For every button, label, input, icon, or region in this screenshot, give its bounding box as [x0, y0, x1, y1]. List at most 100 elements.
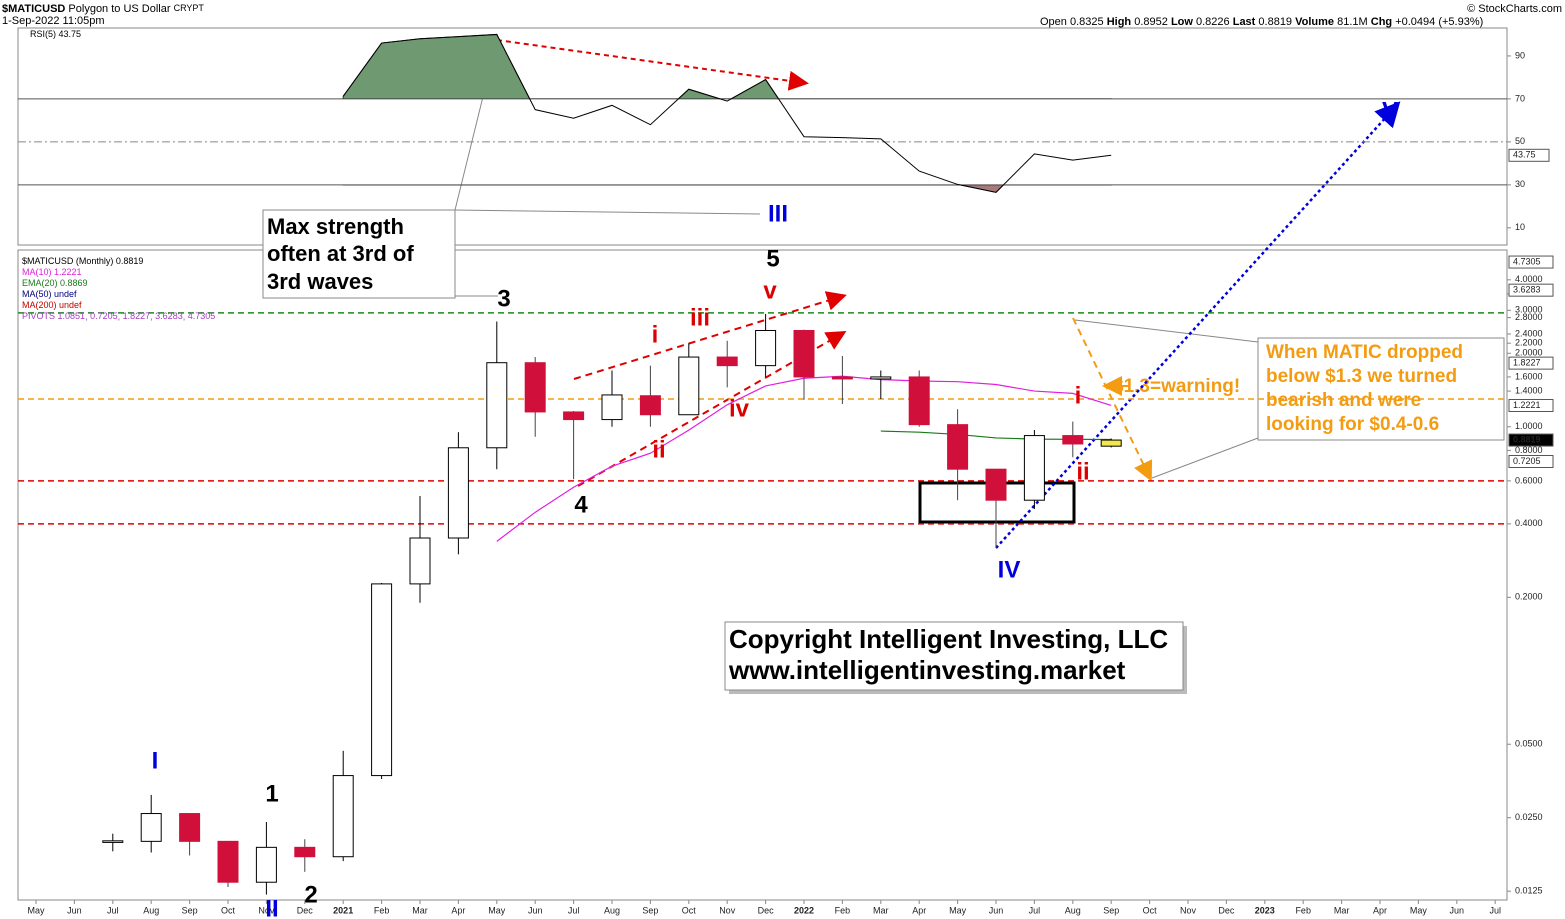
wave-label: i [1075, 382, 1082, 409]
note-line: looking for $0.4-0.6 [1266, 414, 1439, 435]
y-tick-label: 4.0000 [1515, 274, 1543, 284]
candle-body [447, 447, 469, 539]
legend-value: undef [59, 300, 82, 310]
x-tick-label: Feb [835, 905, 851, 915]
value-tag [1508, 283, 1554, 297]
x-tick-label: Apr [1373, 905, 1387, 915]
candle-body [102, 840, 124, 843]
candle-body [563, 411, 585, 421]
x-tick-label: Aug [604, 905, 620, 915]
x-tick-label: Mar [1334, 905, 1350, 915]
candle-body [524, 362, 546, 413]
y-tick-label: 30 [1515, 179, 1525, 189]
x-tick-label: Aug [1065, 905, 1081, 915]
label: Volume [1295, 16, 1334, 28]
y-tick-label: 0.6000 [1515, 475, 1543, 485]
y-tick-label: 1.6000 [1515, 371, 1543, 381]
x-tick-label: May [488, 905, 506, 915]
label: Low [1171, 16, 1193, 28]
x-tick-label: Oct [1143, 905, 1158, 915]
wave-label: 5 [766, 245, 779, 272]
candle-body [486, 362, 508, 449]
x-tick-label: Jul [1029, 905, 1041, 915]
value-tag-label: 1.8227 [1513, 357, 1541, 367]
value: 0.8819 [1258, 16, 1292, 28]
legend-value: 1.8227 [123, 311, 151, 321]
note-line: When MATIC dropped [1266, 342, 1463, 363]
value-tag [1508, 433, 1554, 447]
legend-value: 0.8819 [116, 256, 144, 266]
x-tick-label: Sep [1103, 905, 1119, 915]
rsi-panel [17, 27, 1508, 246]
candle-body [179, 813, 201, 842]
wave-label: 3 [497, 285, 510, 312]
note-line: 3rd waves [267, 269, 373, 294]
value: 0.8325 [1070, 16, 1104, 28]
ohlc-header: Open 0.8325 High 0.8952 Low 0.8226 Last … [1040, 16, 1483, 28]
copyright-box [724, 621, 1184, 691]
trend-arrow [573, 291, 847, 380]
rsi-line [342, 33, 1112, 193]
value-tag-label: 4.7305 [1513, 256, 1541, 266]
y-tick-label: 70 [1515, 93, 1525, 103]
legend-value: 3.6283 [155, 311, 183, 321]
candle-body [755, 329, 777, 367]
value-tag-label: 1.2221 [1513, 400, 1541, 410]
exchange: CRYPT [174, 3, 205, 13]
wave-label: iv [729, 395, 750, 422]
x-tick-label: Sep [642, 905, 658, 915]
legend-name: (Monthly) [76, 256, 114, 266]
value: 81.1M [1337, 16, 1368, 28]
warning: $1.3=warning! [1113, 376, 1240, 397]
price-panel [17, 249, 1508, 901]
wave-label: i [652, 321, 659, 348]
legend-name: $MATICUSD [22, 256, 74, 266]
x-tick-label: May [949, 905, 967, 915]
legend-value: 1.2221 [54, 267, 82, 277]
callout-line [1074, 319, 1259, 343]
candle-body [140, 813, 162, 842]
legend-name: MA(50) [22, 289, 52, 299]
legend-value: undef [54, 289, 77, 299]
legend-value: 0.8869 [60, 278, 88, 288]
legend-name: RSI(5) [30, 29, 56, 39]
x-tick-label: Nov [719, 905, 736, 915]
value-tag [1508, 148, 1550, 162]
wave-label: V [1382, 97, 1398, 124]
symbol-name: Polygon to US Dollar [68, 3, 170, 15]
wave-label: 1 [265, 780, 278, 807]
x-tick-label: Jul [107, 905, 119, 915]
candle-body [985, 468, 1007, 501]
projection-arrow [995, 101, 1401, 549]
label: Last [1233, 16, 1256, 28]
candle-body [947, 424, 969, 470]
callout-line [454, 209, 761, 215]
x-tick-label: Jun [528, 905, 543, 915]
y-tick-label: 10 [1515, 222, 1525, 232]
x-tick-label: Jun [989, 905, 1004, 915]
x-tick-label: Mar [412, 905, 428, 915]
legend-entry: $MATICUSD (Monthly) 0.8819 [22, 256, 143, 266]
candle-body [870, 376, 892, 380]
callout-line [1151, 437, 1259, 479]
value: 0.8226 [1196, 16, 1230, 28]
x-tick-label: Jun [1450, 905, 1465, 915]
credit: © StockCharts.com [1467, 3, 1562, 15]
x-tick-label: Feb [374, 905, 390, 915]
wave-label: 4 [574, 491, 588, 518]
divergence-arrow [496, 39, 809, 91]
y-tick-label: 0.0250 [1515, 812, 1543, 822]
value: 0.8952 [1134, 16, 1168, 28]
candle-body [831, 376, 853, 380]
x-tick-label: Dec [297, 905, 314, 915]
y-tick-label: 0.2000 [1515, 592, 1543, 602]
legend-entry: MA(50) undef [22, 289, 77, 299]
wave-label: iii [690, 304, 710, 331]
wave-label: II [265, 895, 278, 919]
y-tick-label: 2.4000 [1515, 328, 1543, 338]
legend-name: MA(200) [22, 300, 57, 310]
candle-body [678, 356, 700, 416]
x-tick-label: Feb [1295, 905, 1311, 915]
legend-value: 4.7305 [188, 311, 216, 321]
candle-body [639, 395, 661, 416]
